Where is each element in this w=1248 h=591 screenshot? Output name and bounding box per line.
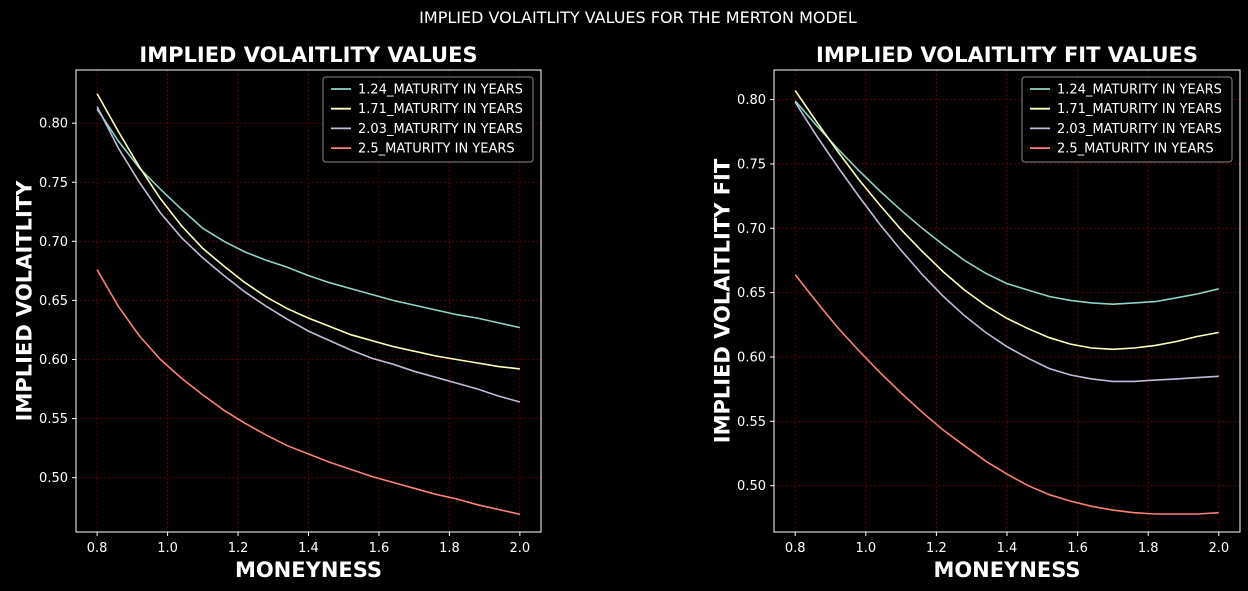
legend: 1.24_MATURITY IN YEARS 1.71_MATURITY IN Y… xyxy=(1021,76,1233,163)
x-tick-label: 1.0 xyxy=(157,541,178,556)
x-tick-label: 2.0 xyxy=(1208,541,1229,556)
series-line xyxy=(96,93,520,370)
legend-box xyxy=(322,76,534,163)
legend-label: 1.71_MATURITY IN YEARS xyxy=(1057,102,1222,117)
series-line xyxy=(794,101,1219,383)
chart-title: IMPLIED VOLAITLITY FIT VALUES xyxy=(816,43,1198,67)
y-axis-label: IMPLIED VOLAITLITY FIT xyxy=(710,158,734,443)
chart-panel-left: 0.8 1.0 1.2 1.4 1.6 1.8 2.0 0.50 0.55 0.60 0.65 0.7… xyxy=(12,43,542,582)
x-tick-label: 1.4 xyxy=(298,541,319,556)
x-tick-label: 1.4 xyxy=(997,541,1018,556)
x-tick-label: 1.8 xyxy=(1138,541,1159,556)
y-tick-label: 0.60 xyxy=(737,350,766,365)
x-axis-label: MONEYNESS xyxy=(235,558,382,582)
series-line xyxy=(96,108,521,329)
x-axis-label: MONEYNESS xyxy=(933,558,1080,582)
x-tick-label: 1.0 xyxy=(855,541,876,556)
y-tick-label: 0.70 xyxy=(39,235,68,250)
y-tick-label: 0.75 xyxy=(39,176,68,191)
y-tick-label: 0.80 xyxy=(39,117,68,132)
y-tick-label: 0.55 xyxy=(737,415,766,430)
y-tick-label: 0.60 xyxy=(39,353,68,368)
legend-label: 2.5_MATURITY IN YEARS xyxy=(1057,142,1214,157)
y-tick-label: 0.75 xyxy=(737,157,766,172)
series-line xyxy=(794,274,1219,515)
chart-panel-right: 0.8 1.0 1.2 1.4 1.6 1.8 2.0 0.50 0.55 0.60 0.65 0.7… xyxy=(710,43,1241,582)
y-tick-label: 0.65 xyxy=(39,294,68,309)
legend-label: 2.03_MATURITY IN YEARS xyxy=(1057,122,1222,137)
chart-title: IMPLIED VOLAITLITY VALUES xyxy=(139,43,477,67)
x-tick-label: 0.8 xyxy=(87,541,108,556)
x-tick-label: 0.8 xyxy=(785,541,806,556)
y-tick-label: 0.80 xyxy=(737,93,766,108)
figure-title: IMPLIED VOLAITLITY VALUES FOR THE MERTON… xyxy=(419,8,857,27)
series-line xyxy=(794,90,1219,351)
series-line xyxy=(96,106,521,403)
series-line xyxy=(96,269,521,516)
y-tick-label: 0.50 xyxy=(737,479,766,494)
y-tick-label: 0.55 xyxy=(39,412,68,427)
x-tick-label: 1.8 xyxy=(439,541,460,556)
x-tick-label: 2.0 xyxy=(510,541,531,556)
legend-label: 1.71_MATURITY IN YEARS xyxy=(358,102,523,117)
legend-label: 1.24_MATURITY IN YEARS xyxy=(358,83,523,98)
series-line xyxy=(794,100,1219,306)
x-tick-label: 1.6 xyxy=(369,541,390,556)
y-tick-label: 0.70 xyxy=(737,222,766,237)
x-tick-label: 1.2 xyxy=(926,541,947,556)
legend-label: 2.03_MATURITY IN YEARS xyxy=(358,122,523,137)
x-tick-label: 1.2 xyxy=(228,541,249,556)
y-tick-label: 0.50 xyxy=(39,471,68,486)
legend: 1.24_MATURITY IN YEARS 1.71_MATURITY IN Y… xyxy=(322,76,534,163)
legend-label: 1.24_MATURITY IN YEARS xyxy=(1057,83,1222,98)
x-tick-label: 1.6 xyxy=(1067,541,1088,556)
legend-label: 2.5_MATURITY IN YEARS xyxy=(358,142,515,157)
y-tick-label: 0.65 xyxy=(737,286,766,301)
legend-box xyxy=(1021,76,1233,163)
y-axis-label: IMPLIED VOLAITLITY xyxy=(12,180,36,421)
